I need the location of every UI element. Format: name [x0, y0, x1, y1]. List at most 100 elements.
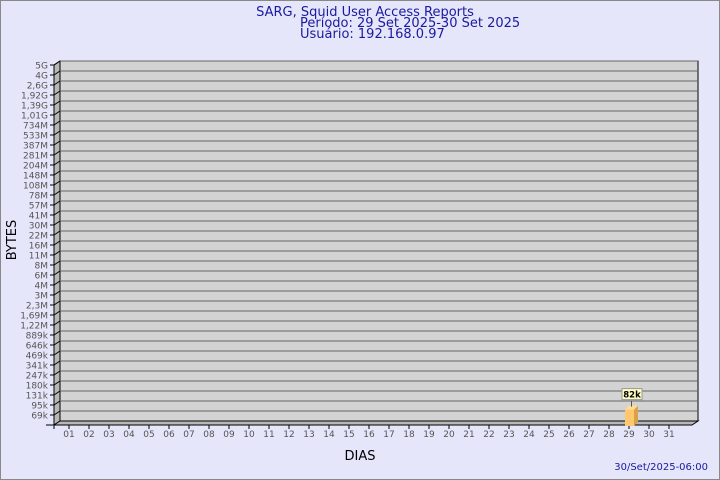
- y-tick-label: 1,22M: [20, 322, 48, 332]
- x-tick-label: 28: [603, 430, 615, 440]
- y-tick-label: 1,92G: [21, 92, 48, 102]
- data-label-box: [621, 388, 643, 401]
- y-tick-label: 16M: [29, 242, 48, 252]
- y-tick-depth: [53, 390, 61, 396]
- x-tick-label: 05: [143, 430, 154, 440]
- chart-title: SARG, Squid User Access Reports: [256, 5, 474, 20]
- y-tick-label: 4M: [35, 282, 49, 292]
- x-tick-label: 26: [563, 430, 575, 440]
- bar-top: [625, 405, 638, 410]
- y-tick-depth: [53, 90, 61, 96]
- x-axis-label: DIAS: [345, 449, 376, 464]
- y-tick-depth: [53, 210, 61, 216]
- x-tick-label: 29: [623, 430, 635, 440]
- x-tick-label: 09: [223, 430, 235, 440]
- y-tick-label: 247k: [26, 372, 49, 382]
- x-tick-label: 23: [503, 430, 514, 440]
- y-tick-label: 204M: [23, 162, 48, 172]
- y-tick-depth: [53, 220, 61, 226]
- y-tick-depth: [53, 170, 61, 176]
- x-tick-label: 25: [543, 430, 554, 440]
- x-tick-label: 10: [243, 430, 255, 440]
- y-tick-label: 533M: [23, 132, 48, 142]
- y-tick-label: 341k: [26, 362, 49, 372]
- x-tick-label: 20: [443, 430, 455, 440]
- x-tick-label: 01: [63, 430, 74, 440]
- y-tick-depth: [53, 310, 61, 316]
- y-tick-depth: [53, 320, 61, 326]
- footer-date: 30/Set/2025-06:00: [614, 462, 708, 473]
- x-tick-label: 13: [303, 430, 314, 440]
- chart-period: Período: 29 Set 2025-30 Set 2025: [300, 16, 520, 31]
- y-tick-label: 1,69M: [20, 312, 48, 322]
- y-tick-label: 3M: [35, 292, 49, 302]
- x-tick-label: 21: [463, 430, 474, 440]
- y-tick-label: 180k: [26, 382, 49, 392]
- y-tick-label: 131k: [26, 392, 49, 402]
- x-tick-label: 19: [423, 430, 435, 440]
- data-label: 82k: [623, 391, 641, 401]
- x-tick-label: 15: [343, 430, 354, 440]
- y-tick-label: 57M: [29, 202, 48, 212]
- y-tick-depth: [53, 150, 61, 156]
- y-tick-depth: [53, 290, 61, 296]
- x-tick-label: 14: [323, 430, 335, 440]
- y-tick-depth: [53, 380, 61, 386]
- y-tick-depth: [53, 230, 61, 236]
- y-tick-label: 889k: [26, 332, 49, 342]
- y-tick-label: 78M: [29, 192, 48, 202]
- y-tick-label: 4G: [35, 72, 48, 82]
- y-tick-depth: [53, 370, 61, 376]
- x-tick-label: 06: [163, 430, 175, 440]
- y-tick-depth: [53, 190, 61, 196]
- y-tick-label: 1,01G: [21, 112, 48, 122]
- y-tick-label: 69k: [31, 412, 48, 422]
- y-tick-depth: [53, 200, 61, 206]
- bar-side: [634, 405, 638, 426]
- y-tick-label: 5G: [35, 62, 48, 72]
- y-tick-depth: [53, 240, 61, 246]
- y-tick-label: 30M: [29, 222, 48, 232]
- y-tick-depth: [53, 70, 61, 76]
- x-tick-label: 03: [103, 430, 114, 440]
- y-tick-label: 2,6G: [27, 82, 48, 92]
- y-tick-label: 95k: [31, 402, 48, 412]
- y-axis-label: BYTES: [5, 220, 20, 261]
- chart-user: Usuário: 192.168.0.97: [300, 27, 445, 42]
- y-tick-label: 6M: [35, 272, 49, 282]
- y-tick-depth: [53, 130, 61, 136]
- y-tick-depth: [53, 350, 61, 356]
- y-tick-label: 11M: [29, 252, 48, 262]
- plot-floor: [52, 420, 700, 426]
- x-tick-label: 08: [203, 430, 215, 440]
- y-tick-label: 1,39G: [21, 102, 48, 112]
- y-tick-depth: [53, 110, 61, 116]
- y-tick-depth: [53, 120, 61, 126]
- y-tick-depth: [53, 360, 61, 366]
- y-tick-depth: [53, 160, 61, 166]
- x-tick-label: 02: [83, 430, 94, 440]
- bar-day-29: [625, 409, 634, 426]
- y-tick-label: 734M: [23, 122, 48, 132]
- y-tick-depth: [53, 330, 61, 336]
- y-tick-depth: [53, 410, 61, 416]
- x-tick-label: 04: [123, 430, 135, 440]
- y-tick-depth: [53, 100, 61, 106]
- x-tick-label: 16: [363, 430, 375, 440]
- y-tick-depth: [53, 80, 61, 86]
- y-tick-label: 281M: [23, 152, 48, 162]
- y-tick-depth: [53, 140, 61, 146]
- x-tick-label: 22: [483, 430, 494, 440]
- x-tick-label: 31: [663, 430, 674, 440]
- y-tick-depth: [53, 340, 61, 346]
- y-tick-depth: [53, 250, 61, 256]
- x-tick-label: 18: [403, 430, 415, 440]
- y-tick-label: 469k: [26, 352, 49, 362]
- y-tick-depth: [53, 180, 61, 186]
- x-tick-label: 24: [523, 430, 535, 440]
- y-tick-label: 387M: [23, 142, 48, 152]
- y-tick-depth: [53, 300, 61, 306]
- y-tick-label: 8M: [35, 262, 49, 272]
- y-tick-depth: [53, 60, 61, 66]
